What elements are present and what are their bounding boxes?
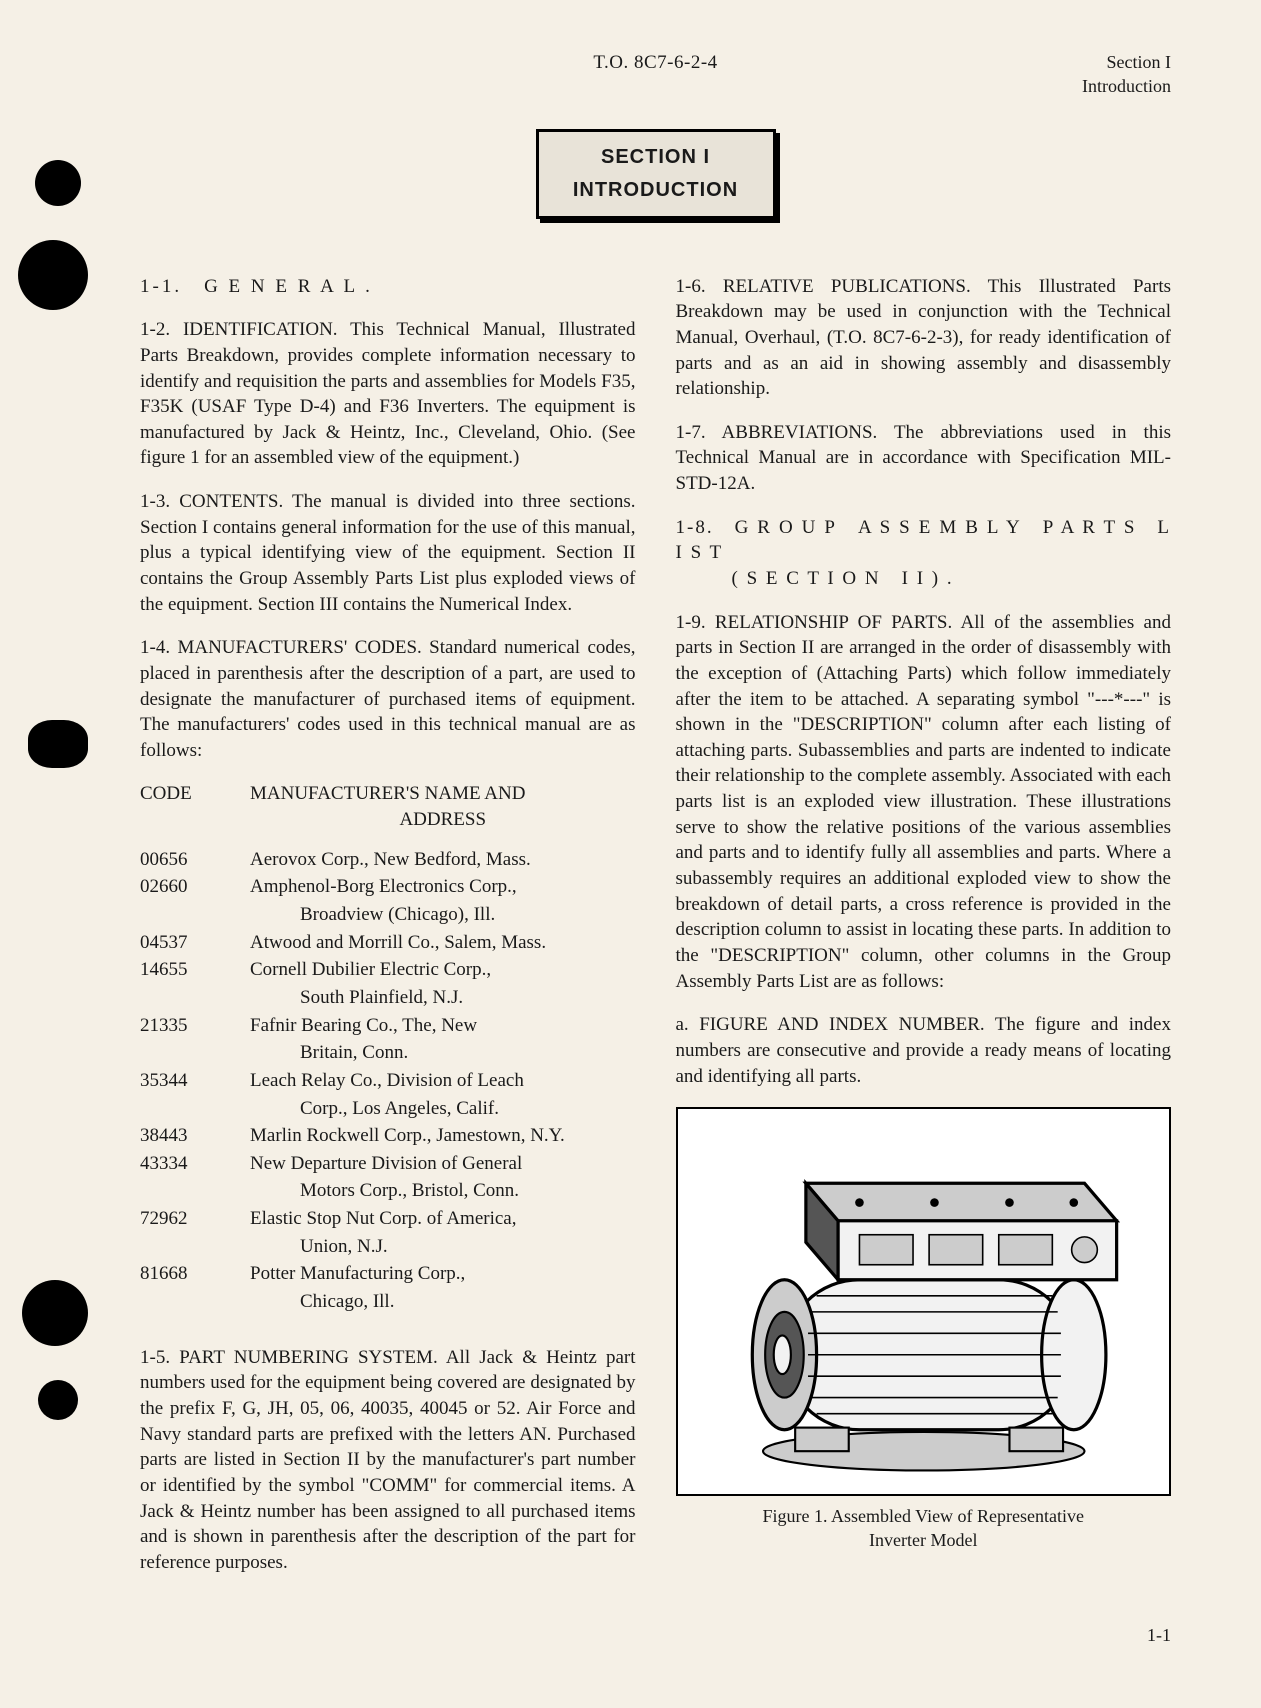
- code-cell-name: Marlin Rockwell Corp., Jamestown, N.Y.: [250, 1123, 636, 1149]
- code-cell-code: 00656: [140, 847, 250, 873]
- code-cell-name: Cornell Dubilier Electric Corp.,: [250, 957, 636, 983]
- right-column: 1-6. RELATIVE PUBLICATIONS. This Illustr…: [676, 274, 1172, 1594]
- left-column: 1-1. G E N E R A L . 1-2. IDENTIFICATION…: [140, 274, 636, 1594]
- code-row: 00656Aerovox Corp., New Bedford, Mass.: [140, 847, 636, 873]
- section-banner: SECTION I INTRODUCTION: [536, 129, 776, 219]
- code-cell-name: New Departure Division of General: [250, 1151, 636, 1177]
- code-row: 21335Fafnir Bearing Co., The, New: [140, 1013, 636, 1039]
- para-1-7: 1-7. ABBREVIATIONS. The abbreviations us…: [676, 420, 1172, 497]
- banner-line1: SECTION I: [539, 144, 773, 171]
- code-row: 72962Elastic Stop Nut Corp. of America,: [140, 1206, 636, 1232]
- para-1-8: 1-8. G R O U P A S S E M B L Y P A R T S…: [676, 515, 1172, 592]
- header-doc-id: T.O. 8C7-6-2-4: [320, 50, 991, 99]
- code-row-continuation: Chicago, Ill.: [140, 1289, 636, 1315]
- para-1-9a: a. FIGURE AND INDEX NUMBER. The figure a…: [676, 1012, 1172, 1089]
- para-1-1: 1-1. G E N E R A L .: [140, 274, 636, 300]
- code-row: 02660Amphenol-Borg Electronics Corp.,: [140, 874, 636, 900]
- code-row: 38443Marlin Rockwell Corp., Jamestown, N…: [140, 1123, 636, 1149]
- code-table-header: CODE MANUFACTURER'S NAME AND ADDRESS: [140, 781, 636, 832]
- punch-hole: [38, 1380, 78, 1420]
- code-cell-code: 21335: [140, 1013, 250, 1039]
- code-cell-name-extra: Britain, Conn.: [250, 1040, 636, 1066]
- code-row: 04537Atwood and Morrill Co., Salem, Mass…: [140, 930, 636, 956]
- punch-hole: [28, 720, 88, 768]
- code-cell-name-extra: Motors Corp., Bristol, Conn.: [250, 1178, 636, 1204]
- content-columns: 1-1. G E N E R A L . 1-2. IDENTIFICATION…: [140, 274, 1171, 1594]
- code-cell-name: Fafnir Bearing Co., The, New: [250, 1013, 636, 1039]
- code-cell-name: Atwood and Morrill Co., Salem, Mass.: [250, 930, 636, 956]
- code-row: 14655Cornell Dubilier Electric Corp.,: [140, 957, 636, 983]
- code-row: 81668Potter Manufacturing Corp.,: [140, 1261, 636, 1287]
- code-row: 35344Leach Relay Co., Division of Leach: [140, 1068, 636, 1094]
- inverter-illustration: [688, 1119, 1160, 1483]
- figure-1-caption: Figure 1. Assembled View of Representati…: [676, 1504, 1172, 1553]
- code-header-name-b: ADDRESS: [250, 807, 636, 833]
- para-1-9: 1-9. RELATIONSHIP OF PARTS. All of the a…: [676, 610, 1172, 995]
- code-cell-name-extra: Chicago, Ill.: [250, 1289, 636, 1315]
- banner-line2: INTRODUCTION: [539, 177, 773, 204]
- code-cell-name-extra: Corp., Los Angeles, Calif.: [250, 1096, 636, 1122]
- code-row-continuation: Britain, Conn.: [140, 1040, 636, 1066]
- code-cell-name-extra: Union, N.J.: [250, 1234, 636, 1260]
- punch-hole: [35, 160, 81, 206]
- code-row-continuation: South Plainfield, N.J.: [140, 985, 636, 1011]
- code-cell-code: 38443: [140, 1123, 250, 1149]
- para-1-6: 1-6. RELATIVE PUBLICATIONS. This Illustr…: [676, 274, 1172, 402]
- code-cell-code: 14655: [140, 957, 250, 983]
- para-1-4: 1-4. MANUFACTURERS' CODES. Standard nume…: [140, 635, 636, 763]
- punch-hole: [18, 240, 88, 310]
- code-row-continuation: Broadview (Chicago), Ill.: [140, 902, 636, 928]
- punch-hole: [22, 1280, 88, 1346]
- code-cell-name: Elastic Stop Nut Corp. of America,: [250, 1206, 636, 1232]
- code-cell-code: 04537: [140, 930, 250, 956]
- code-cell-name: Amphenol-Borg Electronics Corp.,: [250, 874, 636, 900]
- para-1-5: 1-5. PART NUMBERING SYSTEM. All Jack & H…: [140, 1345, 636, 1576]
- code-header-code: CODE: [140, 781, 250, 832]
- code-cell-code: 81668: [140, 1261, 250, 1287]
- code-row-continuation: Corp., Los Angeles, Calif.: [140, 1096, 636, 1122]
- code-cell-code: 35344: [140, 1068, 250, 1094]
- code-row-continuation: Motors Corp., Bristol, Conn.: [140, 1178, 636, 1204]
- manufacturer-code-table: CODE MANUFACTURER'S NAME AND ADDRESS 006…: [140, 781, 636, 1314]
- code-cell-code: 72962: [140, 1206, 250, 1232]
- code-cell-name: Potter Manufacturing Corp.,: [250, 1261, 636, 1287]
- figure-1-box: [676, 1107, 1172, 1495]
- code-header-name-a: MANUFACTURER'S NAME AND: [250, 781, 636, 807]
- page-header: T.O. 8C7-6-2-4 Section I Introduction: [140, 50, 1171, 99]
- code-cell-name: Aerovox Corp., New Bedford, Mass.: [250, 847, 636, 873]
- code-cell-code: 02660: [140, 874, 250, 900]
- code-row-continuation: Union, N.J.: [140, 1234, 636, 1260]
- header-subtitle: Introduction: [991, 74, 1171, 98]
- code-cell-name: Leach Relay Co., Division of Leach: [250, 1068, 636, 1094]
- code-cell-code: 43334: [140, 1151, 250, 1177]
- para-1-2: 1-2. IDENTIFICATION. This Technical Manu…: [140, 317, 636, 471]
- code-row: 43334New Departure Division of General: [140, 1151, 636, 1177]
- code-cell-name-extra: South Plainfield, N.J.: [250, 985, 636, 1011]
- page-number: 1-1: [140, 1623, 1171, 1647]
- header-section: Section I: [991, 50, 1171, 74]
- code-cell-name-extra: Broadview (Chicago), Ill.: [250, 902, 636, 928]
- para-1-3: 1-3. CONTENTS. The manual is divided int…: [140, 489, 636, 617]
